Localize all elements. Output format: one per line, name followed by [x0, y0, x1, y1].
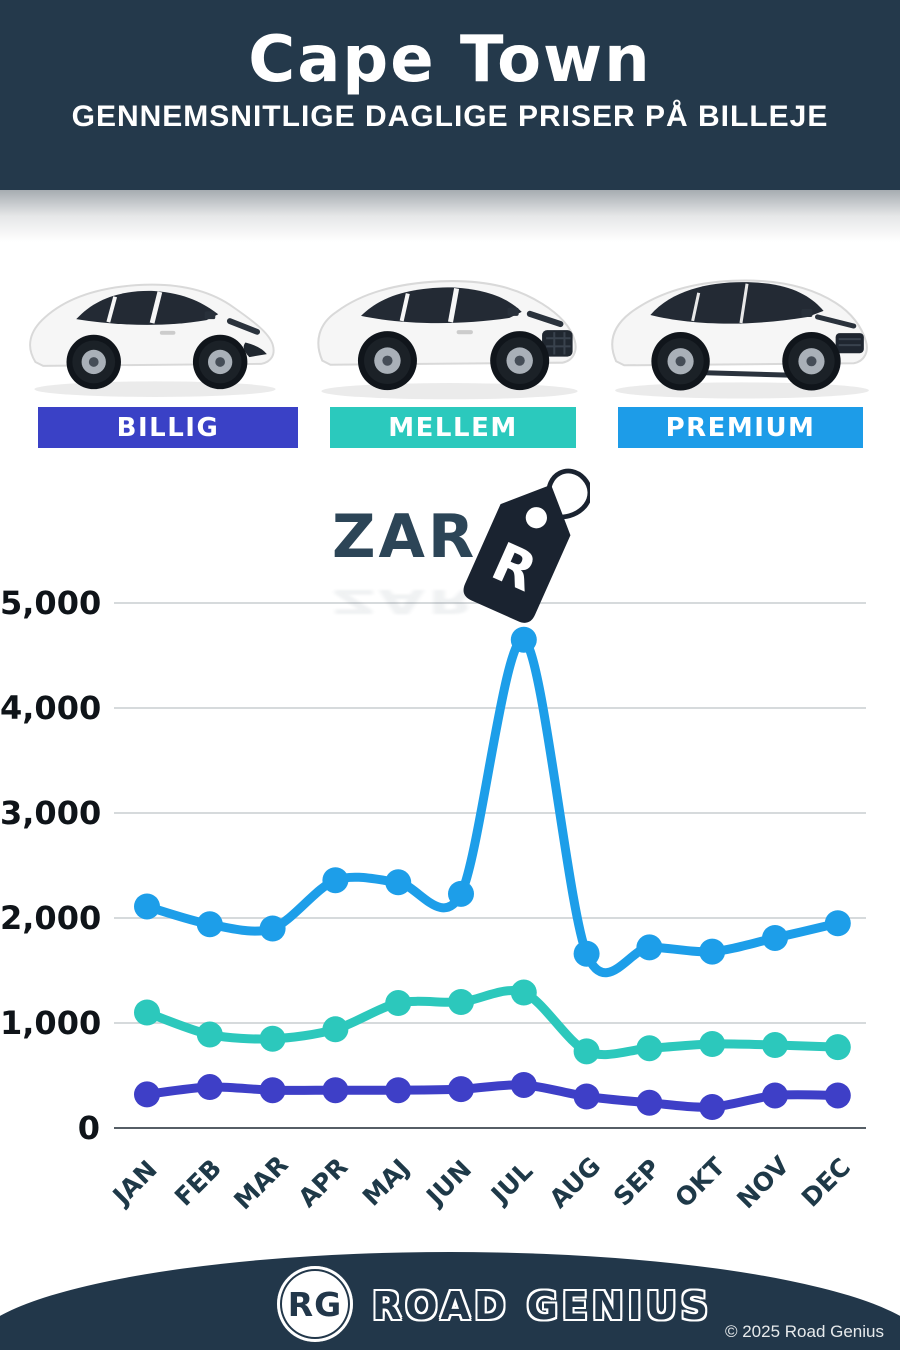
- header-gradient: [0, 190, 900, 248]
- price-tag-icon: R: [463, 468, 590, 623]
- y-tick-label: 0: [77, 1109, 100, 1147]
- category-label: MELLEM: [388, 412, 518, 443]
- series-premium: [134, 626, 851, 978]
- series-billig: [134, 1071, 851, 1120]
- header-banner: Cape Town GENNEMSNITLIGE DAGLIGE PRISER …: [0, 0, 900, 190]
- brand-name: ROAD GENIUS: [372, 1284, 713, 1328]
- y-tick-label: 2,000: [0, 899, 102, 937]
- category-badge-premium: PREMIUM: [618, 407, 863, 448]
- suv-car-icon: [302, 240, 597, 404]
- page-subtitle: GENNEMSNITLIGE DAGLIGE PRISER PÅ BILLEJE: [71, 100, 829, 133]
- y-tick-label: 4,000: [0, 689, 102, 727]
- category-badge-billig: BILLIG: [38, 407, 298, 448]
- category-label: PREMIUM: [665, 412, 816, 443]
- page-title: Cape Town: [248, 23, 652, 97]
- category-badge-mellem: MELLEM: [330, 407, 576, 448]
- y-tick-label: 3,000: [0, 794, 102, 832]
- hatchback-car-icon: [14, 246, 296, 404]
- series-mellem: [134, 979, 851, 1065]
- currency-code: ZAR: [332, 502, 478, 572]
- copyright-text: © 2025 Road Genius: [724, 1322, 884, 1341]
- category-label: BILLIG: [116, 412, 220, 443]
- y-tick-label: 1,000: [0, 1004, 102, 1042]
- currency-logo: ZAR ZAR R: [330, 462, 600, 623]
- premium-suv-car-icon: [596, 242, 888, 404]
- brand-badge: RG: [277, 1266, 353, 1342]
- y-tick-label: 5,000: [0, 584, 102, 622]
- currency-code-reflection: ZAR: [332, 581, 478, 621]
